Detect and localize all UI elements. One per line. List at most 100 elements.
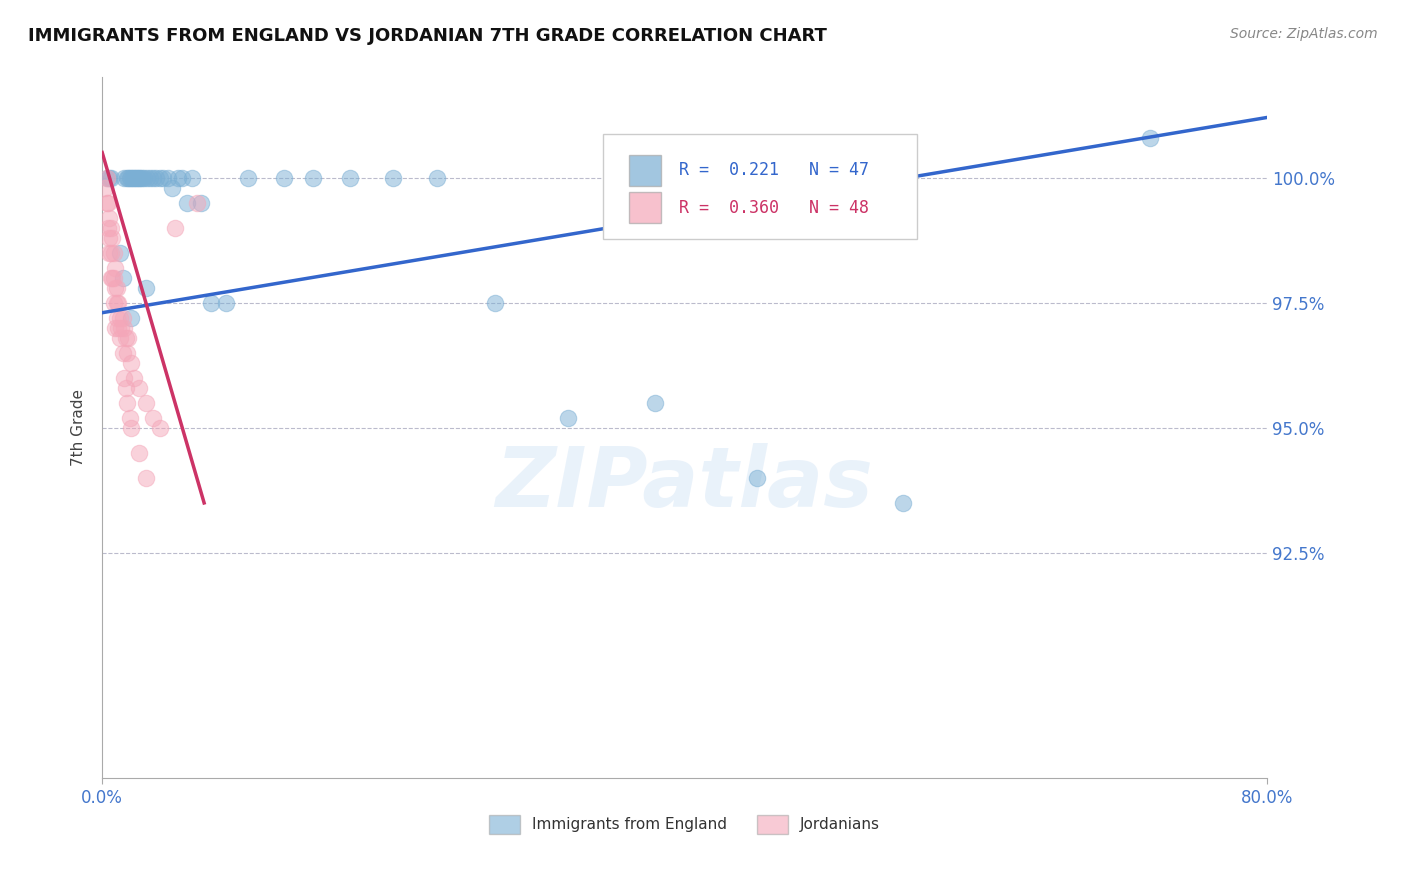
Point: [142, 170, 165, 185]
Point: [100, 270, 122, 285]
Point: [112, 320, 135, 334]
Point: [117, 170, 139, 185]
Point: [382, 170, 405, 185]
Point: [149, 170, 172, 185]
Point: [167, 170, 190, 185]
Y-axis label: 7th Grade: 7th Grade: [72, 389, 86, 467]
Point: [120, 421, 142, 435]
Point: [176, 195, 198, 210]
Point: [120, 356, 142, 370]
Point: [190, 195, 212, 210]
Point: [128, 446, 150, 460]
Point: [125, 170, 148, 185]
Point: [114, 381, 136, 395]
Point: [101, 230, 124, 244]
Point: [644, 396, 666, 410]
Point: [215, 295, 238, 310]
Point: [484, 295, 506, 310]
Point: [136, 170, 159, 185]
Point: [103, 270, 125, 285]
Point: [131, 170, 153, 185]
Point: [122, 371, 145, 385]
Point: [108, 310, 131, 325]
Text: IMMIGRANTS FROM ENGLAND VS JORDANIAN 7TH GRADE CORRELATION CHART: IMMIGRANTS FROM ENGLAND VS JORDANIAN 7TH…: [28, 27, 827, 45]
Point: [135, 281, 157, 295]
Point: [105, 295, 128, 310]
Point: [104, 320, 127, 334]
Point: [339, 170, 361, 185]
Point: [104, 281, 127, 295]
Point: [97, 195, 120, 210]
Point: [118, 170, 141, 185]
Point: [100, 170, 122, 185]
Point: [103, 245, 125, 260]
FancyBboxPatch shape: [628, 192, 661, 223]
Point: [139, 170, 162, 185]
FancyBboxPatch shape: [628, 154, 661, 186]
Point: [152, 170, 174, 185]
Point: [236, 170, 259, 185]
Point: [98, 245, 121, 260]
Point: [96, 170, 118, 185]
Point: [172, 170, 194, 185]
Point: [200, 295, 222, 310]
Point: [273, 170, 295, 185]
Point: [107, 295, 129, 310]
Point: [108, 245, 131, 260]
Point: [115, 170, 138, 185]
Text: ZIPatlas: ZIPatlas: [496, 443, 873, 524]
Point: [135, 471, 157, 485]
Point: [181, 170, 204, 185]
Point: [108, 331, 131, 345]
Point: [112, 371, 135, 385]
Point: [1139, 130, 1161, 145]
Point: [134, 170, 156, 185]
Point: [112, 170, 135, 185]
Point: [160, 180, 183, 194]
Point: [98, 230, 121, 244]
Point: [114, 331, 136, 345]
Point: [127, 170, 149, 185]
Point: [111, 270, 134, 285]
Point: [98, 170, 121, 185]
Point: [100, 245, 122, 260]
Point: [103, 295, 125, 310]
Point: [302, 170, 325, 185]
Point: [145, 170, 167, 185]
Text: R =  0.360   N = 48: R = 0.360 N = 48: [679, 199, 869, 217]
Point: [747, 471, 769, 485]
Point: [107, 320, 129, 334]
Point: [557, 410, 579, 425]
Point: [186, 195, 208, 210]
Point: [426, 170, 449, 185]
Point: [117, 331, 139, 345]
Point: [111, 345, 134, 359]
Legend: Immigrants from England, Jordanians: Immigrants from England, Jordanians: [489, 815, 880, 834]
Point: [111, 310, 134, 325]
Point: [120, 170, 142, 185]
Point: [115, 396, 138, 410]
Point: [149, 421, 172, 435]
Point: [97, 220, 120, 235]
Point: [100, 220, 122, 235]
Point: [122, 170, 145, 185]
Point: [105, 310, 128, 325]
Point: [135, 396, 157, 410]
Point: [98, 211, 121, 225]
Text: Source: ZipAtlas.com: Source: ZipAtlas.com: [1230, 27, 1378, 41]
Point: [115, 345, 138, 359]
Point: [120, 310, 142, 325]
Point: [163, 220, 186, 235]
Point: [110, 320, 132, 334]
Text: R =  0.221   N = 47: R = 0.221 N = 47: [679, 161, 869, 179]
Point: [142, 410, 165, 425]
Point: [96, 195, 118, 210]
Point: [101, 270, 124, 285]
Point: [96, 170, 118, 185]
Point: [891, 496, 914, 510]
Point: [128, 170, 150, 185]
Point: [128, 381, 150, 395]
Point: [129, 170, 152, 185]
Point: [104, 260, 127, 275]
FancyBboxPatch shape: [603, 134, 918, 239]
